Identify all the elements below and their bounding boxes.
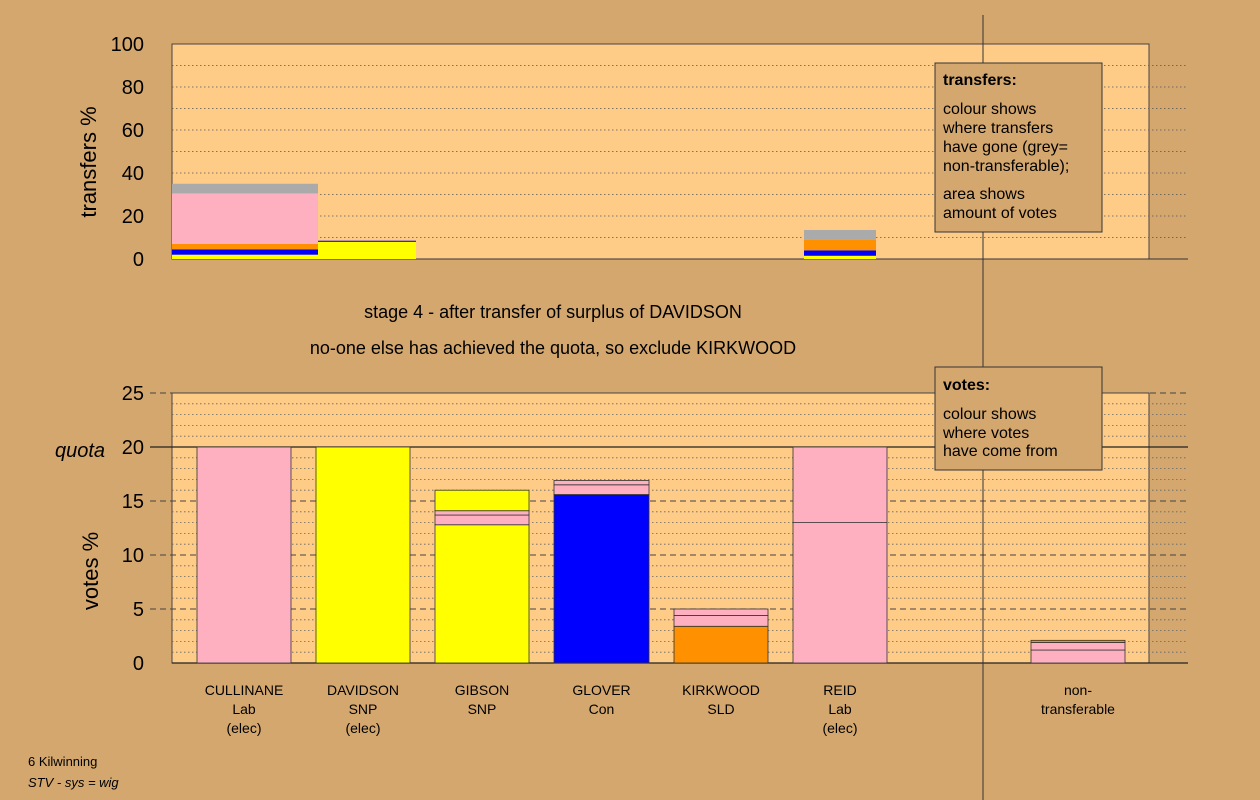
candidate-label: GLOVER	[572, 682, 630, 698]
votes-y-axis-label: votes %	[78, 532, 103, 610]
candidate-label: (elec)	[226, 720, 261, 736]
transfers-legend-line: colour shows	[943, 101, 1036, 118]
transfers-y-tick-label: 20	[122, 206, 144, 228]
stage-title: stage 4 - after transfer of surplus of D…	[364, 302, 742, 322]
transfers-y-tick-label: 0	[133, 249, 144, 271]
votes-legend-line: where votes	[942, 425, 1029, 442]
votes-y-tick-label: 0	[133, 653, 144, 675]
votes-bar-segment	[673, 608, 769, 616]
votes-legend-line: colour shows	[943, 406, 1036, 423]
system-label: STV - sys = wig	[28, 775, 119, 790]
candidate-label: (elec)	[345, 720, 380, 736]
candidate-label: GIBSON	[455, 682, 509, 698]
candidate-label: Lab	[232, 701, 256, 717]
votes-bar-segment	[792, 522, 888, 664]
transfers-bars	[172, 183, 876, 259]
votes-y-ticks: 0 5 10 15 20 25	[122, 383, 144, 675]
votes-legend: votes: colour shows where votes have com…	[934, 366, 1103, 471]
votes-y-tick-label: 15	[122, 491, 144, 513]
votes-y-tick-label: 25	[122, 383, 144, 405]
candidate-label: non-	[1064, 682, 1092, 698]
votes-legend-title: votes:	[943, 377, 990, 394]
transfers-y-tick-label: 40	[122, 163, 144, 185]
votes-bar-segment	[673, 625, 769, 664]
votes-bars	[196, 446, 1126, 664]
votes-bar-segment	[553, 480, 650, 486]
transfers-bar-segment	[804, 250, 876, 256]
transfers-legend-line: have gone (grey=	[943, 139, 1068, 156]
transfers-y-tick-label: 100	[111, 34, 144, 56]
votes-y-tick-label: 10	[122, 545, 144, 567]
transfers-legend-line: non-transferable);	[943, 158, 1069, 175]
candidate-label: Lab	[828, 701, 852, 717]
stage-subtitle: no-one else has achieved the quota, so e…	[310, 338, 796, 358]
candidate-label: (elec)	[822, 720, 857, 736]
transfers-bar-segment	[804, 229, 876, 240]
votes-bar-segment	[673, 615, 769, 627]
votes-bar-segment	[434, 524, 530, 664]
transfers-legend-line: area shows	[943, 186, 1025, 203]
transfers-bar-segment	[318, 240, 416, 242]
transfers-y-tick-label: 60	[122, 120, 144, 142]
votes-bar-segment	[196, 446, 292, 664]
constituency-label: 6 Kilwinning	[28, 754, 97, 769]
candidate-label: REID	[823, 682, 856, 698]
transfers-legend-line: where transfers	[942, 120, 1053, 137]
votes-y-tick-label: 5	[133, 599, 144, 621]
transfers-bar-segment	[172, 249, 318, 255]
transfers-bar-segment	[172, 193, 318, 244]
transfers-gridlines	[172, 65, 1188, 260]
transfers-bar-segment	[172, 243, 318, 250]
candidate-label: DAVIDSON	[327, 682, 399, 698]
votes-bar-segment	[1030, 639, 1126, 643]
candidate-label: Con	[589, 701, 615, 717]
candidate-label: CULLINANE	[205, 682, 284, 698]
candidate-label: SLD	[707, 701, 734, 717]
transfers-y-axis-label: transfers %	[76, 106, 101, 217]
transfers-bar-segment	[804, 239, 876, 251]
transfers-legend: transfers: colour shows where transfers …	[934, 62, 1103, 233]
transfers-bar-segment	[318, 241, 416, 259]
votes-bar-segment	[553, 484, 650, 495]
candidate-label: transferable	[1041, 701, 1115, 717]
transfers-bar-segment	[172, 254, 318, 259]
transfers-bar-segment	[172, 183, 318, 194]
votes-bar-segment	[792, 446, 888, 523]
transfers-legend-line: amount of votes	[943, 205, 1057, 222]
candidate-label: KIRKWOOD	[682, 682, 760, 698]
transfers-y-ticks: 0 20 40 60 80 100	[111, 34, 144, 271]
votes-bar-segment	[315, 446, 411, 664]
votes-bar-segment	[434, 510, 530, 516]
votes-bar-segment	[434, 489, 530, 512]
votes-bar-segment	[1030, 649, 1126, 664]
candidate-label: SNP	[349, 701, 378, 717]
votes-y-tick-label: 20	[122, 437, 144, 459]
transfers-y-tick-label: 80	[122, 77, 144, 99]
quota-label: quota	[55, 440, 105, 462]
candidate-label: SNP	[468, 701, 497, 717]
votes-bar-segment	[1030, 642, 1126, 651]
candidate-labels: CULLINANE Lab (elec) DAVIDSON SNP (elec) GIBSO…	[205, 682, 1115, 736]
transfers-legend-title: transfers:	[943, 72, 1017, 89]
votes-bar-segment	[434, 514, 530, 526]
votes-legend-line: have come from	[943, 443, 1058, 460]
votes-bar-segment	[553, 494, 650, 664]
transfers-bar-segment	[804, 255, 876, 259]
